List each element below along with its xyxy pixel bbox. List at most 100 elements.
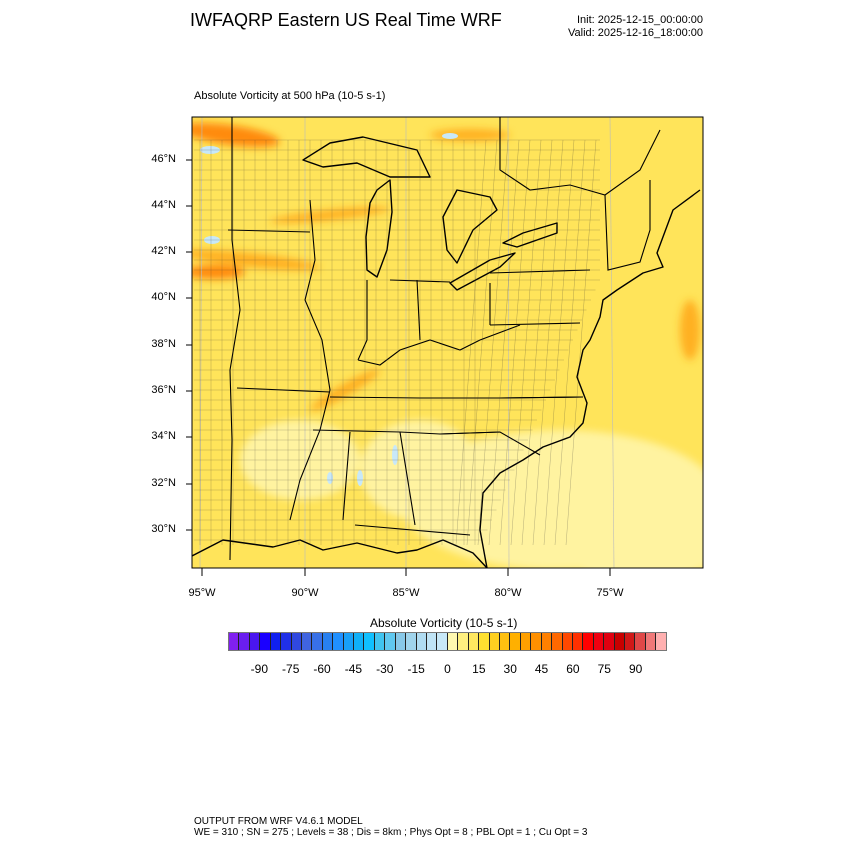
mississippi-river <box>289 199 331 521</box>
colorbar-swatch <box>499 633 511 650</box>
county-line <box>554 139 586 546</box>
init-valid-times: Init: 2025-12-15_00:00:00 Valid: 2025-12… <box>568 14 703 40</box>
colorbar-swatch <box>281 633 292 650</box>
county-grid <box>194 139 600 546</box>
colorbar-swatch <box>552 633 563 650</box>
county-line <box>466 139 498 546</box>
colorbar-swatch <box>260 633 271 650</box>
border-pa-south <box>489 322 581 326</box>
colorbar-swatch <box>572 633 584 650</box>
colorbar-swatch <box>416 633 428 650</box>
colorbar <box>228 632 667 651</box>
lat-label: 44°N <box>151 199 176 211</box>
lon-label: 80°W <box>494 587 522 599</box>
colorbar-label: 45 <box>534 662 549 676</box>
lat-label: 46°N <box>151 153 176 165</box>
colorbar-swatch <box>489 633 500 650</box>
colorbar-swatch <box>385 633 396 650</box>
graticule <box>199 117 615 568</box>
colorbar-swatch <box>520 633 532 650</box>
colorbar-swatch <box>249 633 261 650</box>
footer-config: WE = 310 ; SN = 275 ; Levels = 38 ; Dis … <box>194 827 588 838</box>
colorbar-swatch <box>541 633 553 650</box>
footer-model: OUTPUT FROM WRF V4.6.1 MODEL <box>194 816 363 827</box>
county-line <box>477 139 509 546</box>
map-frame <box>191 116 704 569</box>
border-ms-al <box>342 431 351 521</box>
east-coast <box>479 189 701 568</box>
colorbar-swatch <box>301 633 313 650</box>
colorbar-swatch <box>656 633 666 650</box>
county-line <box>455 139 487 546</box>
colorbar-swatch <box>395 633 407 650</box>
colorbar-swatch <box>270 633 282 650</box>
colorbar-label: 15 <box>472 662 486 676</box>
colorbar-swatch <box>604 633 615 650</box>
county-line <box>565 139 597 546</box>
colorbar-title: Absolute Vorticity (10-5 s-1) <box>370 616 518 630</box>
colorbar-swatch <box>583 633 594 650</box>
colorbar-swatch <box>427 633 438 650</box>
lon-label: 90°W <box>291 587 319 599</box>
colorbar-swatch <box>458 633 469 650</box>
colorbar-swatch <box>229 633 240 650</box>
border-ia-mn <box>227 229 311 233</box>
colorbar-label: -90 <box>250 662 269 676</box>
chart-title: IWFAQRP Eastern US Real Time WRF <box>190 10 502 30</box>
colorbar-label: 60 <box>566 662 580 676</box>
colorbar-swatch <box>406 633 417 650</box>
lat-label: 42°N <box>151 245 176 257</box>
colorbar-swatch <box>291 633 302 650</box>
field-orange-streak <box>192 265 245 279</box>
colorbar-swatch <box>635 633 646 650</box>
colorbar-swatch <box>510 633 521 650</box>
lat-label: 34°N <box>151 430 176 442</box>
border-va-nc <box>499 396 584 399</box>
lat-label: 30°N <box>151 523 176 535</box>
lake-ontario <box>502 222 558 248</box>
colorbar-swatch <box>312 633 323 650</box>
colorbar-swatch <box>322 633 334 650</box>
plot-subtitle: Absolute Vorticity at 500 hPa (10-5 s-1) <box>194 90 386 102</box>
colorbar-swatch <box>645 633 657 650</box>
county-line <box>510 139 542 546</box>
border-pa-ny <box>489 269 591 274</box>
county-line <box>521 139 553 546</box>
colorbar-swatch <box>593 633 605 650</box>
latitude-axis: 46°N 44°N 42°N 40°N 38°N 36°N 34°N 32°N … <box>120 0 176 850</box>
colorbar-label: -30 <box>376 662 394 676</box>
colorbar-swatch <box>447 633 459 650</box>
colorbar-label: -15 <box>407 662 425 676</box>
lon-label: 75°W <box>596 587 624 599</box>
border-nc-sc <box>439 431 541 456</box>
colorbar-label: 90 <box>628 662 643 676</box>
colorbar-label: -60 <box>313 662 331 676</box>
footer: OUTPUT FROM WRF V4.6.1 MODEL WE = 310 ; … <box>194 816 587 838</box>
border-al-ga <box>399 431 416 526</box>
lat-label: 32°N <box>151 477 176 489</box>
lat-label: 36°N <box>151 384 176 396</box>
colorbar-swatch <box>364 633 375 650</box>
colorbar-label: -75 <box>282 662 300 676</box>
valid-time: Valid: 2025-12-16_18:00:00 <box>568 27 703 39</box>
county-line <box>532 139 564 546</box>
colorbar-swatch <box>374 633 386 650</box>
county-line <box>488 139 520 546</box>
border-new-england <box>604 180 651 271</box>
field-orange-streak <box>192 122 280 148</box>
field-orange-streak <box>430 129 510 141</box>
field-orange-streak <box>270 206 390 224</box>
colorbar-label: 0 <box>444 662 451 676</box>
colorbar-swatch <box>468 633 480 650</box>
lon-label: 95°W <box>188 587 216 599</box>
colorbar-swatch <box>562 633 573 650</box>
lake-superior <box>302 136 431 178</box>
colorbar-swatch <box>625 633 636 650</box>
colorbar-swatch <box>614 633 626 650</box>
field-orange-streak <box>680 300 700 360</box>
axis-ticks <box>186 159 611 576</box>
colorbar-swatch <box>437 633 448 650</box>
county-line <box>499 139 531 546</box>
colorbar-label: 30 <box>503 662 517 676</box>
